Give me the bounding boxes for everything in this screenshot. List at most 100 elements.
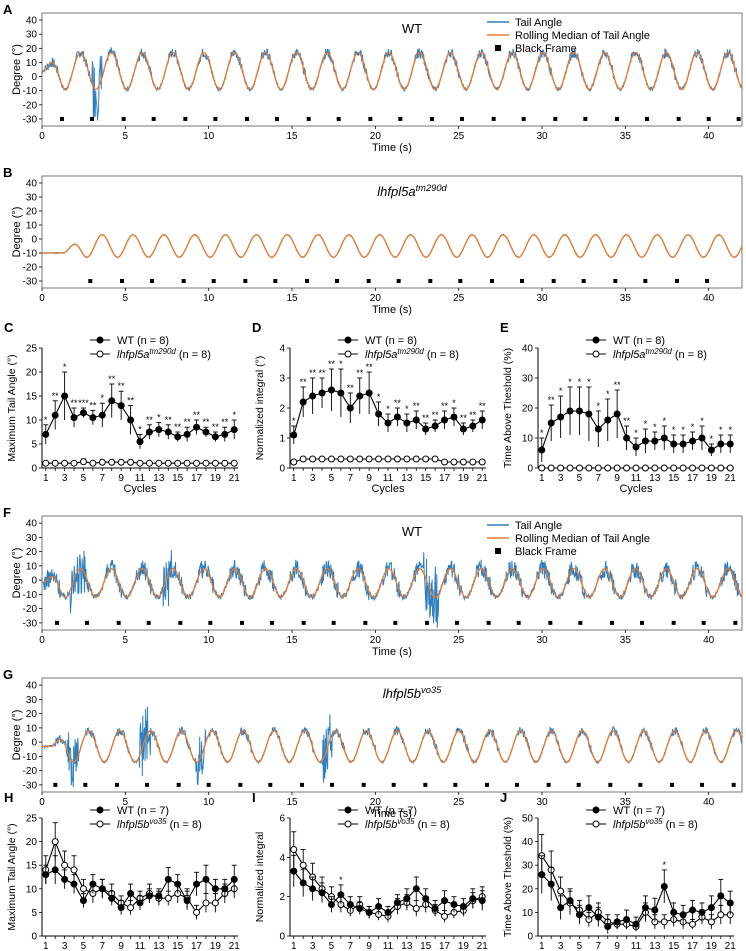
data-point [469, 422, 477, 430]
legend-label-base: WT (n = 8) [365, 335, 417, 347]
significance-mark: * [672, 425, 676, 435]
data-point [365, 908, 373, 916]
significance-mark: * [568, 377, 572, 387]
significance-mark: ** [441, 401, 449, 411]
data-point [98, 885, 106, 893]
x-tick-label: 1 [539, 473, 545, 484]
x-tick-labels: 1 3 5 7 9 11 13 15 17 19 21 [291, 936, 488, 951]
y-tick-label: 40 [522, 837, 534, 848]
black-frame-marker [330, 782, 334, 787]
y-tick-label: -20 [23, 263, 38, 274]
data-point [155, 426, 163, 434]
black-frame-marker [460, 116, 464, 121]
data-point [585, 410, 593, 418]
black-frame-marker [608, 782, 613, 787]
legend-label-base: WT (n = 7) [365, 805, 417, 817]
significance-mark: ** [623, 416, 631, 426]
data-point [61, 875, 69, 883]
data-point [61, 459, 69, 467]
panel-title: WT [402, 21, 422, 36]
y-tick-label: 30 [522, 861, 534, 872]
x-tick-label: 7 [596, 473, 602, 484]
x-tick-label: 7 [100, 941, 106, 951]
y-tick-label: 40 [26, 519, 38, 530]
data-point [145, 459, 153, 467]
data-point [79, 458, 87, 466]
plot-frame [41, 12, 743, 127]
data-point [698, 464, 706, 472]
data-point [79, 885, 87, 893]
significance-mark: ** [460, 413, 468, 423]
data-point [707, 904, 715, 912]
significance-mark: ** [366, 362, 374, 372]
data-point [164, 875, 172, 883]
data-point [478, 897, 486, 905]
black-frame-marker [583, 116, 588, 121]
x-tick-label: 20 [370, 131, 382, 142]
black-frame-marker [60, 116, 64, 121]
data-point [557, 413, 565, 421]
x-tick-label: 1 [291, 941, 297, 951]
legend-label-sup: tm290d [645, 347, 672, 356]
y-tick-label: 15 [26, 861, 38, 872]
significance-mark: * [710, 434, 714, 444]
x-tick-labels: 0 5 10 15 20 25 30 35 40 [39, 630, 715, 646]
legend-label: Tail Angle [515, 17, 562, 29]
black-frame-marker [55, 620, 59, 625]
x-tick-label: 10 [203, 635, 215, 646]
data-point [575, 464, 583, 472]
data-point [375, 410, 383, 418]
y-tick-label: 30 [522, 374, 534, 385]
panel-letter: B [3, 165, 12, 180]
data-point [42, 459, 50, 467]
x-tick-label: 9 [366, 941, 372, 951]
data-point [450, 901, 458, 909]
rolling-median-trace [42, 730, 743, 763]
data-point [346, 901, 354, 909]
panel-title-base: lhfpl5a [377, 184, 415, 199]
y-tick-label: 20 [26, 207, 38, 218]
data-point [183, 459, 191, 467]
black-frame-marker [120, 279, 124, 283]
series-wt [42, 855, 238, 915]
x-tick-label: 5 [81, 473, 87, 484]
x-tick-label: 3 [558, 941, 564, 951]
data-point [193, 908, 201, 916]
data-point [337, 389, 345, 397]
data-point [384, 455, 392, 463]
x-tick-label: 1 [43, 473, 49, 484]
panel-H: H051015202513579111315171921CyclesMaximu… [4, 790, 240, 951]
data-point [211, 459, 219, 467]
data-point [89, 880, 97, 888]
black-frame-marker [243, 279, 248, 283]
data-point [174, 880, 182, 888]
black-frame-marker [146, 620, 151, 625]
data-point [538, 871, 546, 879]
x-tick-label: 1 [43, 941, 49, 951]
data-point [155, 459, 163, 467]
data-point [127, 890, 135, 898]
black-frame-marker [578, 620, 583, 625]
y-tick-label: 10 [26, 561, 38, 572]
data-point [613, 918, 621, 926]
significance-mark: ** [422, 413, 430, 423]
data-point [193, 880, 201, 888]
data-point [412, 904, 420, 912]
x-tick-label: 35 [620, 635, 632, 646]
data-point [365, 455, 373, 463]
x-tick-label: 9 [118, 473, 124, 484]
black-frame-marker [515, 782, 519, 787]
data-point [604, 923, 612, 931]
x-tick-label: 1 [291, 473, 297, 484]
x-tick-label: 5 [81, 941, 87, 951]
data-point [538, 464, 546, 472]
black-frame-marker [366, 279, 371, 283]
data-point [127, 904, 135, 912]
data-point [356, 904, 364, 912]
data-point [403, 419, 411, 427]
legend-label-base: lhfpl5a [117, 349, 149, 361]
data-point [557, 904, 565, 912]
legend-label: lhfpl5bvo35 (n = 8) [613, 817, 698, 831]
black-frame-marker [581, 279, 586, 283]
